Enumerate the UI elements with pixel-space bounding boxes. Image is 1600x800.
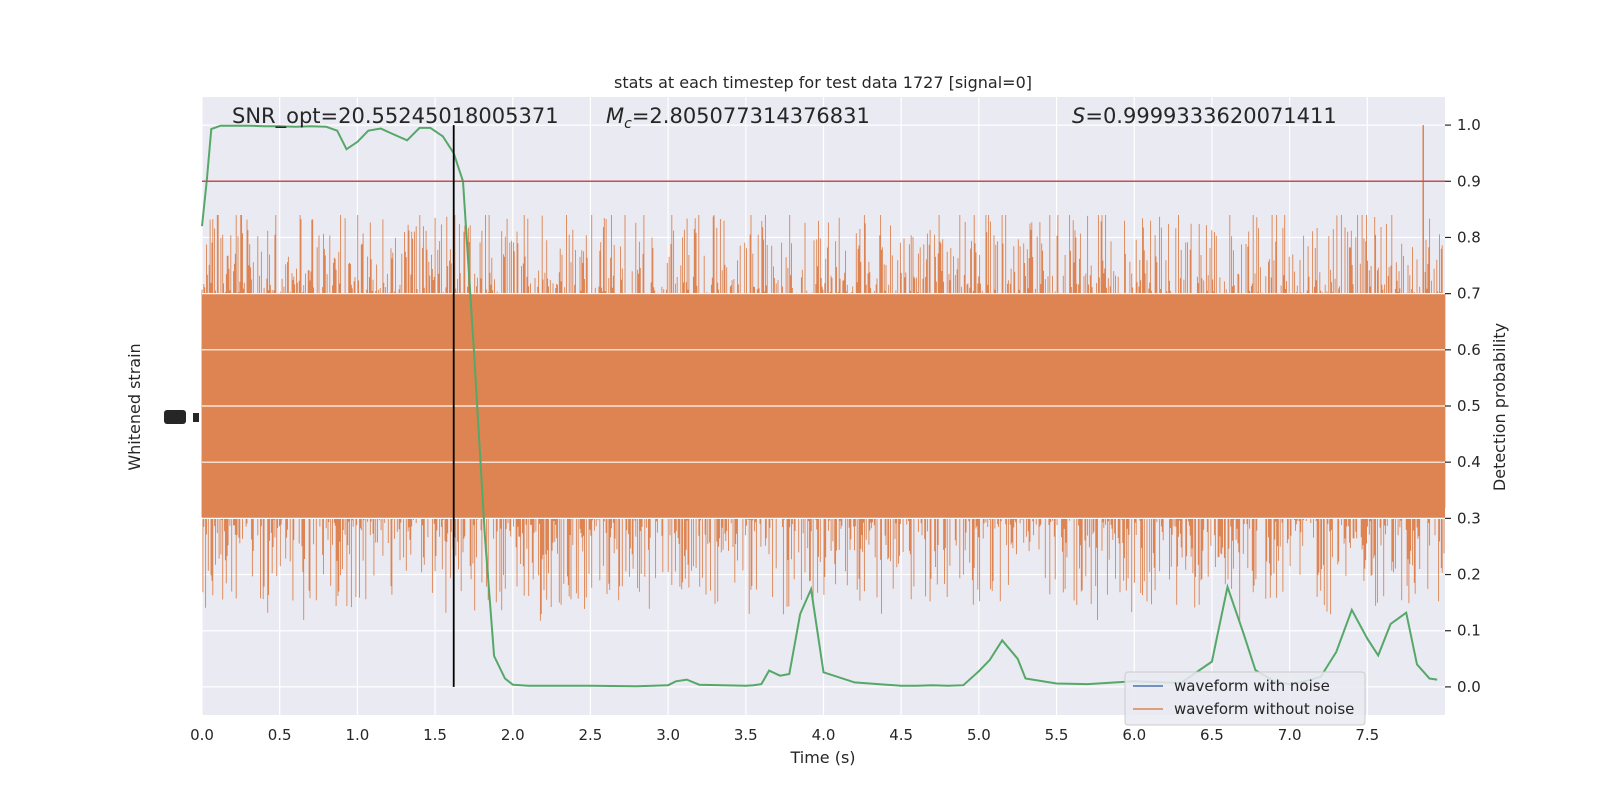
x-tick-label: 1.5 xyxy=(423,726,447,744)
x-tick-label: 7.5 xyxy=(1355,726,1379,744)
y-tick-label: 0.2 xyxy=(1457,566,1481,584)
left-axis-overlapping-ticks xyxy=(164,410,199,424)
x-axis-label: Time (s) xyxy=(789,748,855,767)
x-tick-label: 4.5 xyxy=(889,726,913,744)
legend-box xyxy=(1124,671,1366,726)
x-tick-label: 2.5 xyxy=(579,726,603,744)
mc-subscript: c xyxy=(624,116,632,132)
y-tick-label: 0.7 xyxy=(1457,285,1481,303)
x-tick-label: 7.0 xyxy=(1278,726,1302,744)
y-tick-label: 0.4 xyxy=(1457,453,1481,471)
legend: waveform with noise waveform without noi… xyxy=(1124,671,1366,726)
y-tick-label: 0.1 xyxy=(1457,622,1481,640)
y-axis-left-label: Whitened strain xyxy=(125,343,144,470)
gridlines-overlay xyxy=(202,293,1445,519)
x-tick-label: 6.5 xyxy=(1200,726,1224,744)
mc-symbol: M xyxy=(606,104,624,128)
y-tick-label: 0.0 xyxy=(1457,678,1481,696)
y-tick-label: 0.3 xyxy=(1457,509,1481,527)
x-tick-labels: 0.0 0.5 1.0 1.5 2.0 2.5 3.0 3.5 4.0 4.5 5.0 5.5 6.0 6… xyxy=(190,726,1379,744)
mc-value: =2.805077314376831 xyxy=(632,104,870,128)
y-tick-label: 0.8 xyxy=(1457,228,1481,246)
x-tick-label: 1.0 xyxy=(345,726,369,744)
reference-markers xyxy=(202,125,1445,687)
x-tick-label: 3.5 xyxy=(734,726,758,744)
x-tick-label: 6.0 xyxy=(1122,726,1146,744)
x-tick-label: 5.0 xyxy=(967,726,991,744)
legend-label-with-noise: waveform with noise xyxy=(1174,677,1330,695)
x-tick-label: 4.0 xyxy=(812,726,836,744)
y-tick-label: 0.6 xyxy=(1457,341,1481,359)
noise-spikes xyxy=(201,215,1446,621)
snr-annotation: SNR_opt=20.55245018005371 xyxy=(232,104,559,129)
x-tick-label: 3.0 xyxy=(656,726,680,744)
x-tick-label: 0.0 xyxy=(190,726,214,744)
s-value: =0.9999333620071411 xyxy=(1085,104,1336,128)
x-tick-label: 2.0 xyxy=(501,726,525,744)
y-axis-right-label: Detection probability xyxy=(1490,323,1509,491)
x-tick-label: 5.5 xyxy=(1045,726,1069,744)
s-symbol: S xyxy=(1072,104,1085,128)
y-tick-label: 0.5 xyxy=(1457,397,1481,415)
x-tick-label: 0.5 xyxy=(268,726,292,744)
y-tick-label: 0.9 xyxy=(1457,172,1481,190)
y-tick-label: 1.0 xyxy=(1457,116,1481,134)
left-tick-blob xyxy=(164,410,186,424)
s-annotation: S=0.9999333620071411 xyxy=(1072,104,1337,128)
y-right-tick-labels: 0.0 0.1 0.2 0.3 0.4 0.5 0.6 0.7 0.8 0.9 1.0 xyxy=(1445,116,1481,696)
legend-label-without-noise: waveform without noise xyxy=(1174,700,1354,718)
left-tick-mark xyxy=(193,413,199,422)
chart-title: stats at each timestep for test data 172… xyxy=(614,73,1032,92)
mc-annotation: Mc=2.805077314376831 xyxy=(606,104,870,132)
